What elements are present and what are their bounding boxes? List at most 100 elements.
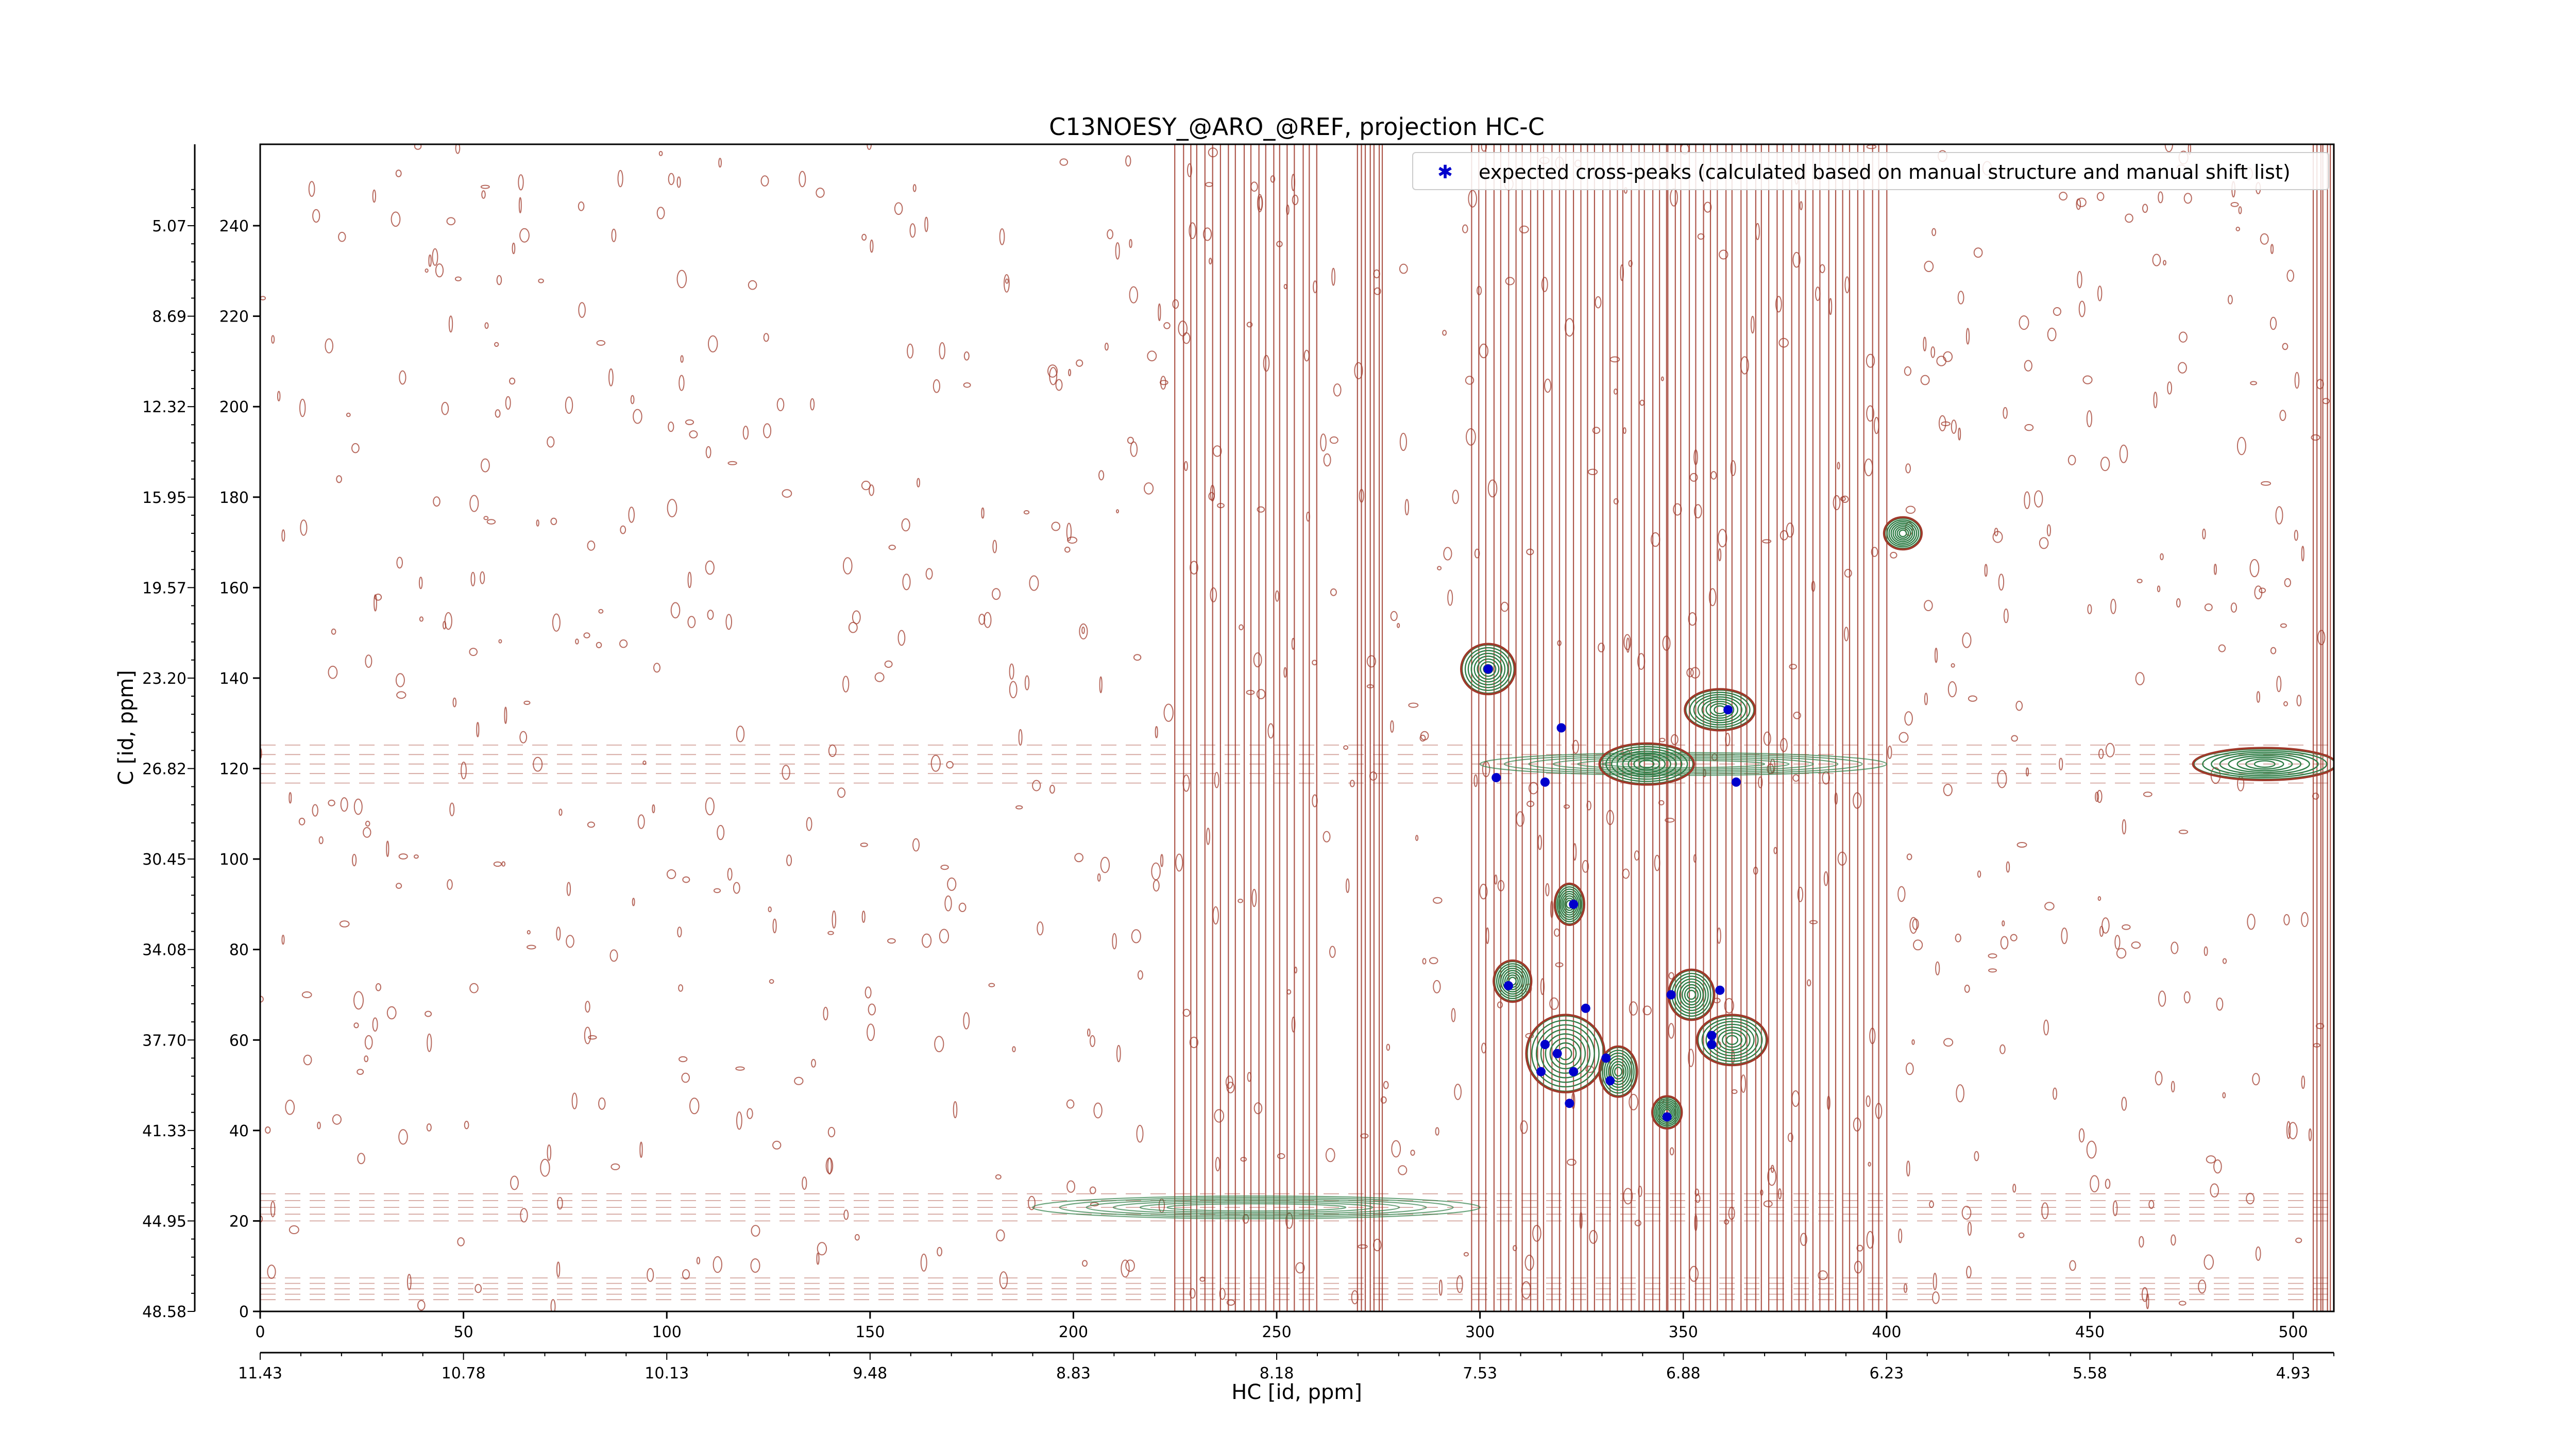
expected-peak-marker bbox=[1662, 1112, 1672, 1122]
negative-blob-contour bbox=[1701, 1018, 1763, 1062]
noise-contour bbox=[1497, 1001, 1503, 1008]
noise-contour bbox=[1212, 445, 1222, 457]
noise-contour bbox=[963, 1012, 970, 1030]
noise-contour bbox=[666, 869, 676, 879]
noise-contour bbox=[1999, 1044, 2006, 1054]
noise-contour bbox=[707, 610, 714, 620]
noise-contour bbox=[1589, 1230, 1598, 1244]
noise-contour bbox=[995, 1174, 1002, 1180]
y-index-tick-label: 240 bbox=[219, 217, 249, 235]
noise-contour bbox=[811, 1059, 816, 1068]
noise-contour bbox=[2222, 1092, 2226, 1099]
noise-contour bbox=[1777, 1188, 1782, 1200]
noise-contour bbox=[1864, 458, 1873, 477]
noise-contour bbox=[680, 355, 684, 363]
noise-contour bbox=[736, 1111, 742, 1130]
noise-contour bbox=[1131, 929, 1141, 943]
noise-contour bbox=[1391, 1140, 1401, 1158]
noise-contour bbox=[1866, 1231, 1874, 1249]
noise-contour bbox=[1147, 350, 1157, 362]
noise-contour bbox=[689, 1098, 700, 1115]
noise-contour bbox=[687, 571, 692, 588]
noise-contour bbox=[1270, 175, 1276, 183]
noise-contour bbox=[1163, 703, 1174, 722]
noise-contour bbox=[1708, 588, 1717, 606]
noise-contour bbox=[1923, 336, 1927, 351]
negative-blob-contour bbox=[1473, 655, 1503, 683]
noise-contour bbox=[933, 379, 941, 393]
noise-contour bbox=[340, 797, 348, 812]
noise-contour bbox=[1257, 194, 1263, 213]
noise-contour bbox=[1719, 249, 1728, 260]
noise-contour bbox=[351, 443, 360, 453]
noise-contour bbox=[827, 1126, 836, 1138]
noise-contour bbox=[633, 409, 642, 424]
negative-blob-contour bbox=[1494, 961, 1531, 1002]
noise-contour bbox=[750, 1258, 760, 1273]
noise-contour bbox=[1349, 780, 1355, 787]
noise-contour bbox=[1422, 958, 1427, 965]
noise-contour bbox=[1718, 529, 1727, 548]
noise-contour bbox=[1943, 351, 1953, 362]
noise-contour bbox=[816, 188, 825, 198]
noise-contour bbox=[396, 883, 402, 889]
negative-blob-contour bbox=[1669, 970, 1714, 1020]
x-index-tick-label: 350 bbox=[1669, 1323, 1698, 1341]
noise-contour bbox=[912, 838, 920, 852]
noise-contour bbox=[455, 144, 461, 154]
legend: ✱ expected cross-peaks (calculated based… bbox=[1412, 152, 2329, 190]
noise-contour bbox=[357, 1153, 365, 1165]
noise-contour bbox=[1793, 712, 1801, 719]
noise-contour bbox=[794, 1076, 804, 1085]
noise-contour bbox=[2148, 1200, 2155, 1209]
noise-contour bbox=[1456, 1275, 1463, 1293]
y-index-tick-label: 0 bbox=[239, 1303, 249, 1321]
noise-contour bbox=[1934, 647, 1938, 663]
noise-contour bbox=[1629, 1001, 1638, 1016]
noise-contour bbox=[1998, 574, 2005, 591]
noise-contour bbox=[1936, 356, 1946, 366]
noise-contour bbox=[628, 507, 635, 523]
noise-contour bbox=[1819, 264, 1825, 274]
noise-contour bbox=[2270, 244, 2274, 255]
y-index-tick-label: 20 bbox=[229, 1212, 249, 1231]
noise-contour bbox=[2158, 990, 2166, 1007]
noise-contour bbox=[285, 1100, 295, 1115]
y-ppm-tick-label: 37.70 bbox=[142, 1032, 187, 1050]
noise-contour bbox=[1079, 623, 1088, 639]
noise-contour bbox=[1277, 1153, 1285, 1159]
noise-contour bbox=[523, 700, 531, 705]
noise-contour bbox=[1500, 601, 1509, 612]
y-index-tick-label: 100 bbox=[219, 851, 249, 869]
noise-contour bbox=[2010, 934, 2018, 941]
noise-contour bbox=[1516, 811, 1524, 827]
noise-contour bbox=[2204, 1254, 2214, 1270]
noise-contour bbox=[2099, 925, 2104, 937]
noise-contour bbox=[1275, 590, 1279, 602]
noise-contour bbox=[1454, 1084, 1462, 1100]
noise-contour bbox=[1240, 1157, 1247, 1162]
noise-contour bbox=[1780, 738, 1788, 752]
noise-contour bbox=[816, 1252, 820, 1265]
noise-contour bbox=[1639, 399, 1645, 406]
noise-contour bbox=[1866, 405, 1875, 422]
noise-contour bbox=[681, 1072, 690, 1083]
negative-blob-contour bbox=[1540, 1029, 1591, 1079]
noise-contour bbox=[425, 1010, 432, 1017]
noise-contour bbox=[725, 614, 732, 630]
x-axis-label: HC [id, ppm] bbox=[1231, 1380, 1362, 1404]
noise-contour bbox=[1239, 624, 1244, 631]
noise-contour bbox=[1443, 547, 1452, 561]
noise-contour bbox=[558, 808, 563, 816]
noise-contour bbox=[992, 540, 997, 553]
noise-contour bbox=[827, 931, 834, 935]
noise-contour bbox=[1360, 1133, 1369, 1139]
noise-contour bbox=[281, 934, 285, 945]
noise-contour bbox=[1966, 1266, 1972, 1278]
noise-contour bbox=[352, 854, 357, 867]
noise-contour bbox=[1442, 330, 1447, 336]
noise-contour bbox=[1373, 1238, 1382, 1252]
noise-contour bbox=[2116, 948, 2127, 959]
noise-contour bbox=[2276, 676, 2282, 693]
noise-contour bbox=[1592, 427, 1601, 434]
